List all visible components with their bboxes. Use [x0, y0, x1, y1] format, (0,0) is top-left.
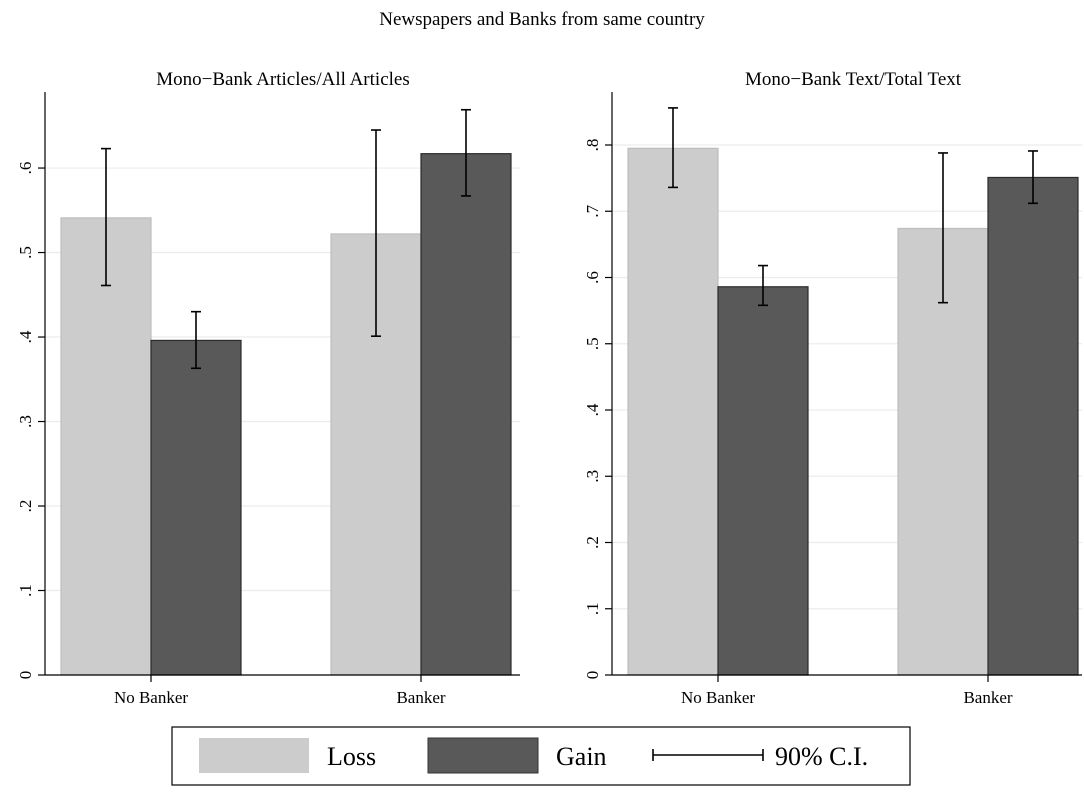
y-tick-label: .5: [583, 337, 602, 350]
legend-swatch-gain: [427, 737, 539, 774]
bar-gain-no-banker: [150, 339, 242, 676]
error-bar-gain-no-banker: [758, 264, 768, 307]
y-tick-label: .6: [583, 271, 602, 284]
y-tick-label: .1: [16, 584, 35, 597]
y-tick-label: .6: [16, 162, 35, 175]
y-tick-label: .1: [583, 602, 602, 615]
bar-loss-no-banker: [60, 217, 152, 676]
figure-title: Newspapers and Banks from same country: [379, 9, 705, 30]
y-tick-label: 0: [583, 671, 602, 680]
y-tick-label: .7: [583, 204, 602, 217]
error-bar-gain-banker: [1028, 150, 1038, 205]
legend-ci-symbol: [652, 749, 764, 761]
error-bar-gain-no-banker: [191, 310, 201, 370]
bar-loss-no-banker: [627, 147, 719, 676]
y-tick-label: .2: [583, 536, 602, 549]
x-tick-label: Banker: [963, 688, 1012, 707]
legend-label-loss: Loss: [327, 742, 376, 771]
error-bar-loss-banker: [938, 152, 948, 304]
legend-swatch-loss: [199, 738, 309, 773]
panel-title: Mono−Bank Articles/All Articles: [156, 69, 409, 90]
x-tick-label: No Banker: [681, 688, 755, 707]
panel-title: Mono−Bank Text/Total Text: [745, 69, 962, 90]
panel-articles: Mono−Bank Articles/All Articles 0 .1 .2 .3.…: [16, 69, 520, 707]
legend-label-ci: 90% C.I.: [775, 742, 868, 771]
y-tick-label: .4: [583, 403, 602, 416]
error-bar-loss-no-banker: [101, 147, 111, 287]
legend: Loss Gain 90% C.I.: [171, 726, 911, 786]
y-tick-label: .2: [16, 500, 35, 513]
y-tick-label: .5: [16, 246, 35, 259]
x-tick-label: No Banker: [114, 688, 188, 707]
y-tick-label: .3: [16, 415, 35, 428]
error-bar-gain-banker: [461, 108, 471, 197]
error-bar-loss-no-banker: [668, 107, 678, 189]
y-tick-label: .4: [16, 330, 35, 343]
y-tick-label: 0: [16, 671, 35, 680]
bar-gain-banker: [420, 153, 512, 676]
x-tick-label: Banker: [396, 688, 445, 707]
panel-text: Mono−Bank Text/Total Text 0 .1 .2 .3 .4 .5 .6.…: [583, 69, 1082, 707]
error-bar-loss-banker: [371, 129, 381, 337]
legend-label-gain: Gain: [556, 742, 607, 771]
bar-gain-no-banker: [717, 286, 809, 676]
bar-gain-banker: [987, 176, 1079, 676]
y-tick-label: .8: [583, 139, 602, 152]
y-tick-label: .3: [583, 470, 602, 483]
